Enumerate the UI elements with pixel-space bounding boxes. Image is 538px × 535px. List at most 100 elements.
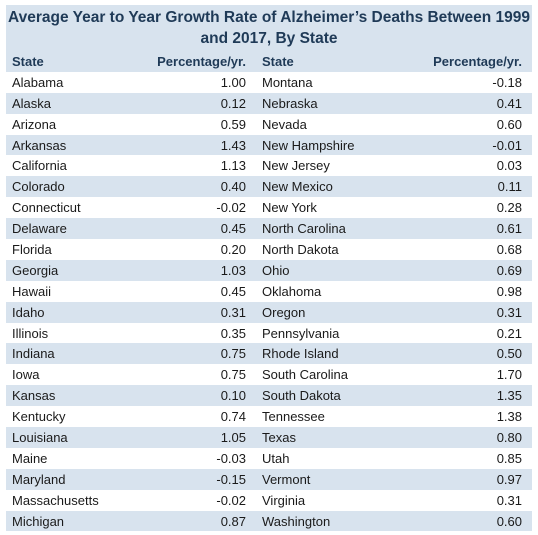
- table-row: California 1.13 New Jersey 0.03: [6, 155, 532, 176]
- percentage-cell: 0.10: [220, 388, 246, 404]
- percentage-cell: 0.45: [220, 221, 246, 237]
- percentage-cell: 1.13: [220, 158, 246, 174]
- percentage-cell: 0.41: [496, 95, 522, 111]
- state-cell: Maryland: [12, 471, 66, 487]
- table-row: Connecticut -0.02 New York 0.28: [6, 197, 532, 218]
- percentage-cell: -0.02: [216, 492, 246, 508]
- state-cell: Tennessee: [262, 409, 325, 425]
- state-cell: Texas: [262, 429, 296, 445]
- table-row: Kansas 0.10 South Dakota 1.35: [6, 385, 532, 407]
- state-cell: Kansas: [12, 388, 56, 404]
- state-cell: Georgia: [12, 262, 59, 278]
- state-cell: Oklahoma: [262, 283, 322, 299]
- percentage-cell: 0.75: [220, 367, 246, 383]
- state-cell: Kentucky: [12, 409, 66, 425]
- percentage-cell: 0.69: [496, 262, 522, 278]
- state-cell: Ohio: [262, 262, 290, 278]
- percentage-cell: 0.03: [496, 158, 522, 174]
- header-state-left: State: [12, 53, 44, 69]
- percentage-cell: 0.85: [496, 450, 522, 466]
- percentage-cell: 0.40: [220, 179, 246, 195]
- state-cell: Nebraska: [262, 95, 318, 111]
- percentage-cell: 1.03: [220, 262, 246, 278]
- percentage-cell: 0.80: [496, 429, 522, 445]
- state-cell: Iowa: [12, 367, 40, 383]
- state-cell: Pennsylvania: [262, 325, 340, 341]
- percentage-cell: 0.20: [220, 241, 246, 257]
- percentage-cell: 0.68: [496, 241, 522, 257]
- percentage-cell: -0.03: [216, 450, 246, 466]
- state-cell: South Carolina: [262, 367, 348, 383]
- percentage-cell: 0.45: [220, 283, 246, 299]
- percentage-cell: 1.00: [220, 74, 246, 90]
- table-row: Kentucky 0.74 Tennessee 1.38: [6, 406, 532, 427]
- percentage-cell: -0.18: [492, 74, 522, 90]
- state-cell: Idaho: [12, 304, 45, 320]
- table-row: Iowa 0.75 South Carolina 1.70: [6, 364, 532, 385]
- percentage-cell: 0.87: [220, 513, 246, 529]
- header-percentage-right: Percentage/yr.: [433, 53, 522, 69]
- state-cell: Utah: [262, 450, 290, 466]
- state-cell: New Jersey: [262, 158, 330, 174]
- percentage-cell: 0.50: [496, 346, 522, 362]
- percentage-cell: 1.05: [220, 429, 246, 445]
- table-row: Alabama 1.00 Montana -0.18: [6, 72, 532, 93]
- state-cell: California: [12, 158, 67, 174]
- state-cell: South Dakota: [262, 388, 341, 404]
- percentage-cell: 0.12: [220, 95, 246, 111]
- table-row: Hawaii 0.45 Oklahoma 0.98: [6, 281, 532, 302]
- table-row: Idaho 0.31 Oregon 0.31: [6, 301, 532, 323]
- state-cell: Virginia: [262, 492, 306, 508]
- percentage-cell: 0.31: [496, 492, 522, 508]
- state-cell: Alabama: [12, 74, 64, 90]
- state-cell: New Mexico: [262, 179, 333, 195]
- percentage-cell: 1.35: [496, 388, 522, 404]
- state-cell: Hawaii: [12, 283, 52, 299]
- table-header-row: State Percentage/yr. State Percentage/yr…: [6, 51, 532, 72]
- state-cell: North Dakota: [262, 241, 339, 257]
- percentage-cell: 0.97: [496, 471, 522, 487]
- percentage-cell: 0.59: [220, 116, 246, 132]
- state-cell: Montana: [262, 74, 313, 90]
- percentage-cell: -0.15: [216, 471, 246, 487]
- table-row: Michigan 0.87 Washington 0.60: [6, 510, 532, 532]
- percentage-cell: 0.31: [220, 304, 246, 320]
- percentage-cell: 0.31: [496, 304, 522, 320]
- table-row: Illinois 0.35 Pennsylvania 0.21: [6, 323, 532, 344]
- state-cell: Vermont: [262, 471, 311, 487]
- percentage-cell: 0.98: [496, 283, 522, 299]
- table-row: Louisiana 1.05 Texas 0.80: [6, 427, 532, 448]
- table-row: Colorado 0.40 New Mexico 0.11: [6, 176, 532, 198]
- table-row: Georgia 1.03 Ohio 0.69: [6, 259, 532, 281]
- state-cell: Washington: [262, 513, 331, 529]
- state-cell: New York: [262, 200, 317, 216]
- percentage-cell: 1.43: [220, 137, 246, 153]
- percentage-cell: 0.74: [220, 409, 246, 425]
- state-cell: Nevada: [262, 116, 307, 132]
- percentage-cell: 1.38: [496, 409, 522, 425]
- state-cell: Illinois: [12, 325, 49, 341]
- table-title: Average Year to Year Growth Rate of Alzh…: [6, 5, 532, 51]
- state-cell: Maine: [12, 450, 48, 466]
- growth-rate-table: Average Year to Year Growth Rate of Alzh…: [6, 5, 532, 532]
- state-cell: Connecticut: [12, 200, 81, 216]
- header-percentage-left: Percentage/yr.: [157, 53, 246, 69]
- state-cell: Michigan: [12, 513, 65, 529]
- percentage-cell: -0.01: [492, 137, 522, 153]
- header-state-right: State: [262, 53, 294, 69]
- state-cell: North Carolina: [262, 221, 346, 237]
- state-cell: Massachusetts: [12, 492, 99, 508]
- state-cell: Arizona: [12, 116, 57, 132]
- percentage-cell: 1.70: [496, 367, 522, 383]
- state-cell: Indiana: [12, 346, 55, 362]
- table-row: Arkansas 1.43 New Hampshire -0.01: [6, 134, 532, 156]
- percentage-cell: 0.75: [220, 346, 246, 362]
- percentage-cell: 0.28: [496, 200, 522, 216]
- table-row: Alaska 0.12 Nebraska 0.41: [6, 92, 532, 114]
- state-cell: New Hampshire: [262, 137, 355, 153]
- table-body: Alabama 1.00 Montana -0.18 Alaska 0.12 Nebrask…: [6, 72, 532, 532]
- percentage-cell: 0.35: [220, 325, 246, 341]
- state-cell: Florida: [12, 241, 52, 257]
- state-cell: Colorado: [12, 179, 65, 195]
- table-row: Massachusetts -0.02 Virginia 0.31: [6, 490, 532, 511]
